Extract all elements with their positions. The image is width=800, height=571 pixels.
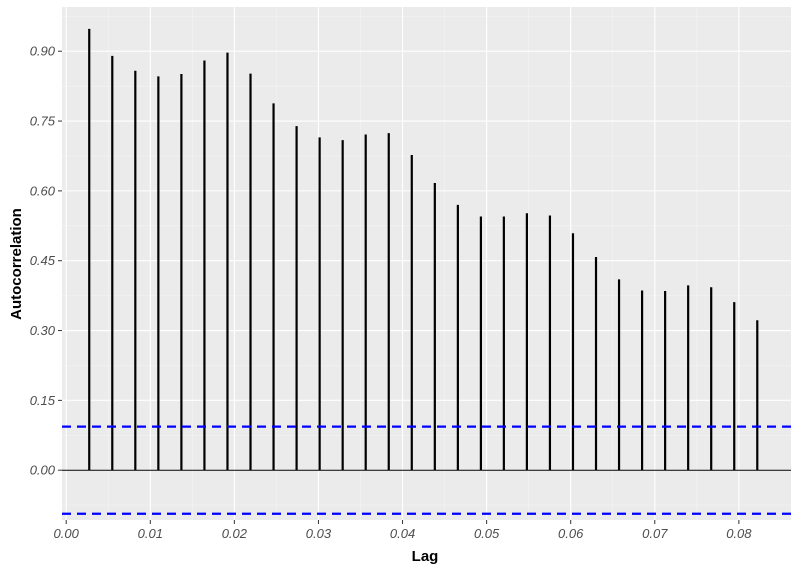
major-gridlines [62, 7, 791, 520]
x-tick-label: 0.01 [138, 526, 163, 541]
x-tick-label: 0.04 [390, 526, 415, 541]
x-axis-ticks: 0.00 0.01 0.02 0.03 0.04 0.05 0.06 0.07 0.08 [54, 520, 752, 541]
y-tick-label: 0.15 [30, 393, 56, 408]
x-tick-label: 0.00 [54, 526, 80, 541]
x-tick-label: 0.05 [474, 526, 500, 541]
y-tick-label: 0.75 [30, 114, 56, 129]
acf-bars [88, 28, 759, 471]
y-tick-label: 0.60 [30, 183, 56, 198]
plot-panel [62, 7, 791, 520]
x-axis-title: Lag [412, 548, 439, 565]
x-tick-label: 0.07 [642, 526, 668, 541]
minor-gridlines [62, 7, 791, 520]
y-tick-label: 0.00 [30, 463, 56, 478]
x-tick-label: 0.02 [222, 526, 248, 541]
y-tick-label: 0.90 [30, 44, 56, 59]
x-tick-label: 0.06 [558, 526, 584, 541]
y-tick-label: 0.45 [30, 253, 56, 268]
x-tick-label: 0.03 [306, 526, 332, 541]
y-tick-label: 0.30 [30, 323, 56, 338]
x-tick-label: 0.08 [726, 526, 752, 541]
y-axis-title: Autocorrelation [8, 208, 25, 320]
y-axis-ticks: 0.00 0.15 0.30 0.45 0.60 0.75 0.90 [30, 44, 62, 478]
